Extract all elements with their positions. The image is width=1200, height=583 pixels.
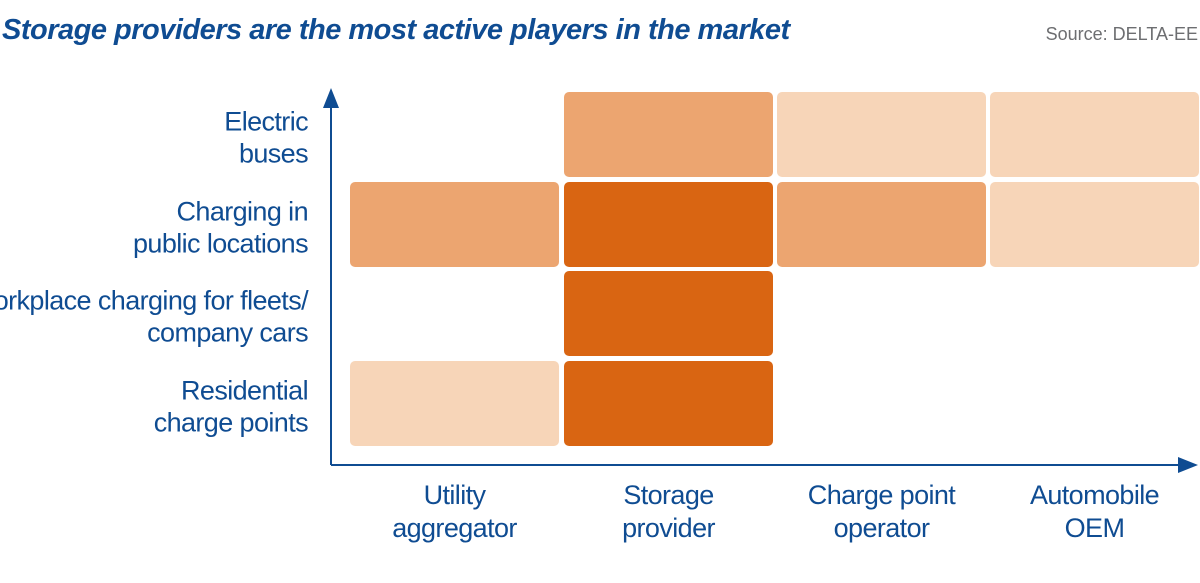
chart-axes bbox=[323, 88, 1198, 473]
heatmap-cell-r3-c1 bbox=[564, 361, 773, 446]
column-label-1-line-1: provider bbox=[622, 513, 715, 543]
heatmap-cell-r0-c1 bbox=[564, 92, 773, 177]
column-label-2-line-0: Charge point bbox=[808, 480, 957, 510]
heatmap-cell-r1-c0 bbox=[350, 182, 559, 267]
heatmap-cell-r0-c2 bbox=[777, 92, 986, 177]
heatmap-cell-r3-c0 bbox=[350, 361, 559, 446]
row-label-0-line-1: buses bbox=[239, 139, 308, 169]
column-label-2-line-1: operator bbox=[834, 513, 930, 543]
row-label-3-line-0: Residential bbox=[181, 376, 308, 406]
column-label-1-line-0: Storage bbox=[623, 480, 713, 510]
column-label-3-line-0: Automobile bbox=[1030, 480, 1159, 510]
column-label-0-line-1: aggregator bbox=[392, 513, 517, 543]
heatmap-cell-r1-c2 bbox=[777, 182, 986, 267]
row-label-1-line-0: Charging in bbox=[177, 197, 309, 227]
heatmap-cell-r0-c3 bbox=[990, 92, 1199, 177]
chart-title: Storage providers are the most active pl… bbox=[2, 14, 790, 46]
source-note: Source: DELTA-EE bbox=[1045, 24, 1198, 44]
column-label-0-line-0: Utility bbox=[424, 480, 487, 510]
row-label-3-line-1: charge points bbox=[154, 408, 308, 438]
row-label-2-line-1: company cars bbox=[147, 318, 308, 348]
row-label-1-line-1: public locations bbox=[133, 229, 308, 259]
row-label-0-line-0: Electric bbox=[224, 107, 308, 137]
heatmap-cell-r1-c3 bbox=[990, 182, 1199, 267]
x-axis-arrow bbox=[1178, 457, 1198, 473]
heatmap-cell-r1-c1 bbox=[564, 182, 773, 267]
y-axis-arrow bbox=[323, 88, 339, 108]
heatmap-cell-r2-c1 bbox=[564, 271, 773, 356]
column-label-3-line-1: OEM bbox=[1065, 513, 1125, 543]
row-label-2-line-0: Workplace charging for fleets/ bbox=[0, 286, 309, 316]
heatmap-cells bbox=[350, 92, 1199, 446]
